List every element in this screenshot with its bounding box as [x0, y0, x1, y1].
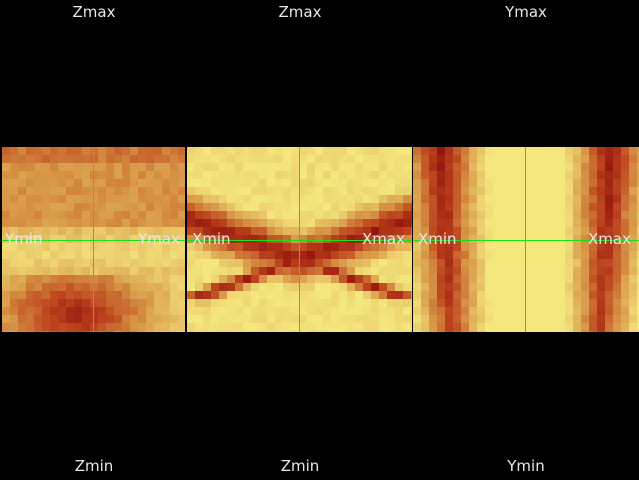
view-2-bottom-label: Zmin: [280, 457, 320, 475]
view-3-top-label: Ymax: [505, 3, 547, 21]
view-3-bottom-label: Ymin: [507, 457, 545, 475]
view-1-top-label: Zmax: [72, 3, 116, 21]
slice-view-2[interactable]: [187, 147, 412, 332]
crosshair-vertical-1[interactable]: [93, 147, 94, 332]
view-2-top-label: Zmax: [278, 3, 322, 21]
slice-view-3[interactable]: [413, 147, 639, 332]
view-2-right-label: Xmax: [362, 230, 405, 248]
view-1-bottom-label: Zmin: [74, 457, 114, 475]
crosshair-vertical-3[interactable]: [525, 147, 526, 332]
slice-view-1[interactable]: [2, 147, 185, 332]
view-2-left-label: Xmin: [192, 230, 231, 248]
slice-image-3[interactable]: [413, 147, 639, 332]
view-1-left-label: Ymin: [5, 230, 43, 248]
view-3-left-label: Xmin: [418, 230, 457, 248]
crosshair-vertical-2[interactable]: [299, 147, 300, 332]
view-1-right-label: Ymax: [138, 230, 180, 248]
view-3-right-label: Xmax: [588, 230, 631, 248]
crosshair-horizontal-3[interactable]: [413, 240, 639, 241]
